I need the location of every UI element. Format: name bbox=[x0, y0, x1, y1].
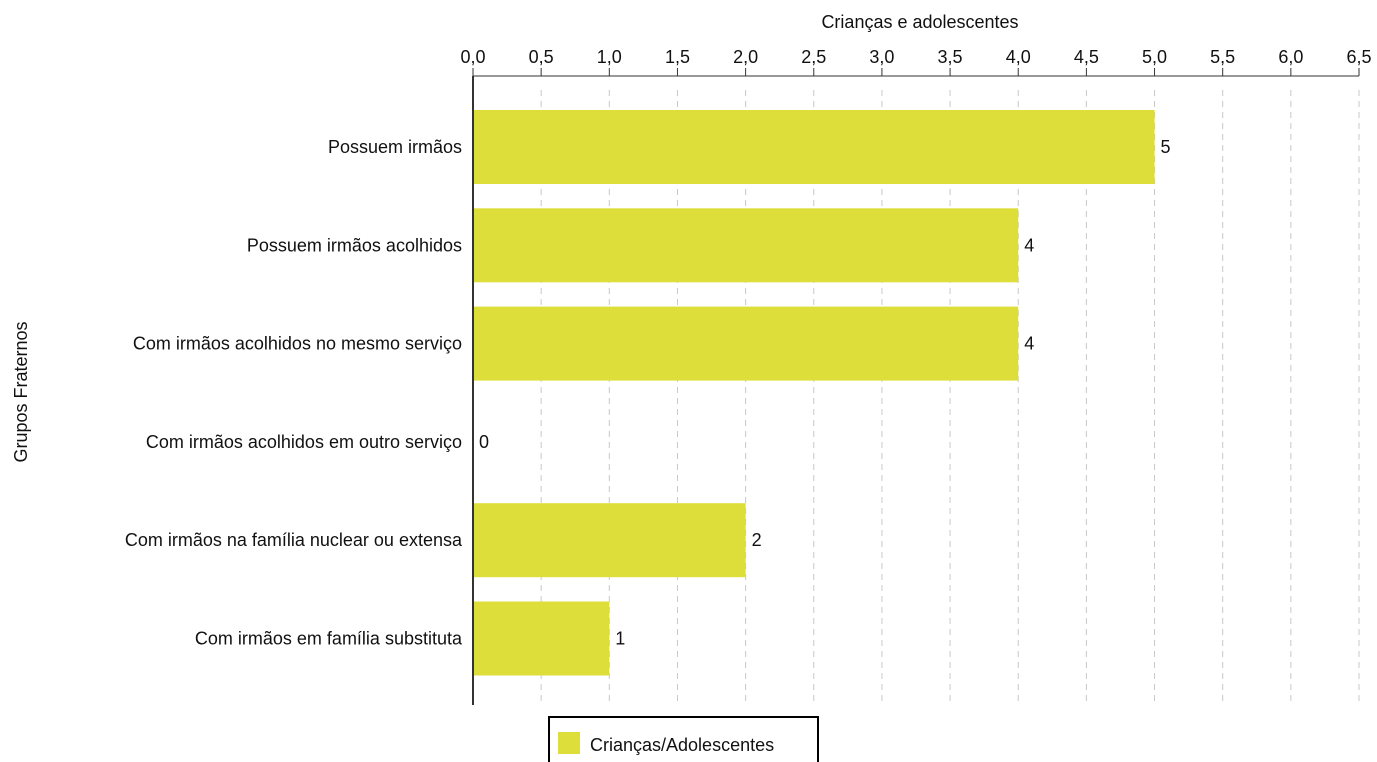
y-axis-label: Grupos Fraternos bbox=[11, 321, 31, 462]
bar bbox=[473, 306, 1019, 381]
bar bbox=[473, 601, 610, 676]
data-label: 0 bbox=[479, 432, 489, 452]
data-label: 4 bbox=[1024, 334, 1034, 354]
x-tick-label: 2,0 bbox=[733, 47, 758, 67]
x-tick-labels: 0,0 0,5 1,0 1,5 2,0 2,5 3,0 3,5 4,0 4,5 5,0 5,5 6,0 6… bbox=[460, 47, 1372, 76]
legend-label: Crianças/Adolescentes bbox=[590, 735, 774, 755]
grid-lines bbox=[540, 90, 1360, 705]
x-tick-label: 4,5 bbox=[1074, 47, 1099, 67]
x-tick-label: 5,0 bbox=[1142, 47, 1167, 67]
x-tick-label: 6,5 bbox=[1346, 47, 1371, 67]
category-label: Com irmãos em família substituta bbox=[195, 629, 463, 649]
x-tick-label: 3,0 bbox=[869, 47, 894, 67]
category-label: Com irmãos na família nuclear ou extensa bbox=[125, 530, 463, 550]
legend: Crianças/Adolescentes bbox=[548, 716, 819, 762]
data-label: 1 bbox=[615, 629, 625, 649]
axes bbox=[472, 75, 1359, 705]
x-tick-label: 0,0 bbox=[460, 47, 485, 67]
category-labels: Possuem irmãos Possuem irmãos acolhidos Co… bbox=[125, 137, 463, 649]
category-label: Com irmãos acolhidos no mesmo serviço bbox=[133, 334, 462, 354]
data-labels: 5 4 4 0 2 1 bbox=[479, 137, 1171, 649]
x-tick-label: 3,5 bbox=[938, 47, 963, 67]
x-tick-label: 1,0 bbox=[597, 47, 622, 67]
category-label: Possuem irmãos bbox=[328, 137, 462, 157]
data-label: 5 bbox=[1161, 137, 1171, 157]
x-tick-label: 1,5 bbox=[665, 47, 690, 67]
bar bbox=[473, 110, 1155, 184]
data-label: 4 bbox=[1024, 235, 1034, 255]
legend-swatch bbox=[558, 732, 580, 754]
x-tick-label: 5,5 bbox=[1210, 47, 1235, 67]
x-axis-label: Crianças e adolescentes bbox=[821, 12, 1018, 32]
legend-box bbox=[548, 716, 819, 762]
bar bbox=[473, 503, 746, 578]
category-label: Possuem irmãos acolhidos bbox=[247, 235, 462, 255]
bars bbox=[473, 110, 1155, 676]
x-tick-label: 4,0 bbox=[1006, 47, 1031, 67]
bar bbox=[473, 208, 1019, 283]
x-tick-label: 2,5 bbox=[801, 47, 826, 67]
x-tick-label: 6,0 bbox=[1278, 47, 1303, 67]
x-tick-label: 0,5 bbox=[529, 47, 554, 67]
data-label: 2 bbox=[752, 530, 762, 550]
category-label: Com irmãos acolhidos em outro serviço bbox=[146, 432, 462, 452]
